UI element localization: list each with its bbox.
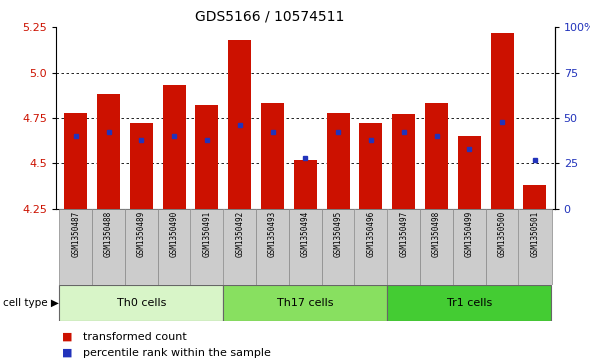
Text: GDS5166 / 10574511: GDS5166 / 10574511: [195, 9, 344, 23]
Bar: [256, 209, 289, 285]
Bar: [163, 85, 186, 209]
Text: Tr1 cells: Tr1 cells: [447, 298, 492, 308]
Bar: [458, 136, 481, 209]
Text: GSM1350490: GSM1350490: [170, 211, 179, 257]
Text: GSM1350496: GSM1350496: [366, 211, 375, 257]
Text: Th17 cells: Th17 cells: [277, 298, 333, 308]
Bar: [64, 113, 87, 209]
Bar: [60, 285, 224, 321]
Text: GSM1350492: GSM1350492: [235, 211, 244, 257]
Bar: [359, 123, 382, 209]
Bar: [223, 209, 256, 285]
Text: GSM1350497: GSM1350497: [399, 211, 408, 257]
Text: ■: ■: [62, 348, 73, 358]
Bar: [518, 209, 552, 285]
Bar: [124, 209, 158, 285]
Bar: [327, 113, 350, 209]
Bar: [523, 185, 546, 209]
Bar: [387, 285, 551, 321]
Text: GSM1350487: GSM1350487: [71, 211, 80, 257]
Bar: [387, 209, 420, 285]
Bar: [261, 103, 284, 209]
Text: GSM1350498: GSM1350498: [432, 211, 441, 257]
Text: GSM1350489: GSM1350489: [137, 211, 146, 257]
Bar: [195, 105, 218, 209]
Text: GSM1350501: GSM1350501: [530, 211, 539, 257]
Bar: [59, 209, 93, 285]
Bar: [322, 209, 355, 285]
Text: percentile rank within the sample: percentile rank within the sample: [83, 348, 270, 358]
Bar: [97, 94, 120, 209]
Bar: [491, 33, 514, 209]
Text: GSM1350500: GSM1350500: [497, 211, 507, 257]
Bar: [453, 209, 486, 285]
Text: GSM1350493: GSM1350493: [268, 211, 277, 257]
Text: Th0 cells: Th0 cells: [117, 298, 166, 308]
Bar: [158, 209, 191, 285]
Text: ■: ■: [62, 332, 73, 342]
Text: GSM1350494: GSM1350494: [301, 211, 310, 257]
Bar: [224, 285, 387, 321]
Text: GSM1350488: GSM1350488: [104, 211, 113, 257]
Bar: [92, 209, 125, 285]
Text: GSM1350499: GSM1350499: [465, 211, 474, 257]
Text: transformed count: transformed count: [83, 332, 186, 342]
Bar: [355, 209, 388, 285]
Bar: [420, 209, 453, 285]
Bar: [228, 40, 251, 209]
Text: GSM1350491: GSM1350491: [202, 211, 211, 257]
Text: cell type ▶: cell type ▶: [3, 298, 59, 308]
Bar: [289, 209, 322, 285]
Bar: [425, 103, 448, 209]
Text: GSM1350495: GSM1350495: [333, 211, 343, 257]
Bar: [392, 114, 415, 209]
Bar: [294, 160, 317, 209]
Bar: [486, 209, 519, 285]
Bar: [130, 123, 153, 209]
Bar: [191, 209, 224, 285]
